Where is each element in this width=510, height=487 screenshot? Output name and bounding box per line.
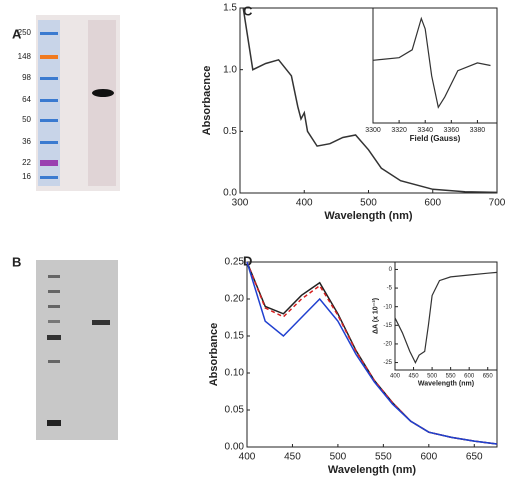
x-tick-label: 300 xyxy=(232,198,249,209)
y-tick-label: -20 xyxy=(383,342,392,348)
x-tick-label: 3380 xyxy=(470,127,486,134)
ladder-band xyxy=(40,99,58,102)
panel-label: C xyxy=(243,3,253,18)
x-axis-label: Wavelength (nm) xyxy=(328,464,417,476)
panel-label: D xyxy=(243,253,252,268)
x-axis-label: Wavelength (nm) xyxy=(324,210,413,222)
marker-label: 148 xyxy=(18,52,32,61)
x-tick-label: 3300 xyxy=(365,127,381,134)
x-tick-label: 650 xyxy=(483,374,494,380)
data-line xyxy=(246,261,498,445)
x-tick-label: 3340 xyxy=(417,127,433,134)
y-tick-label: -25 xyxy=(383,360,392,366)
ladder-band xyxy=(40,32,58,35)
y-axis-label: Absorbacnce xyxy=(201,66,213,136)
ladder-band xyxy=(40,176,58,179)
y-tick-label: 0.10 xyxy=(225,368,245,379)
x-tick-label: 500 xyxy=(330,452,347,463)
y-tick-label: -10 xyxy=(383,304,392,310)
x-tick-label: 650 xyxy=(466,452,483,463)
protein-band xyxy=(92,89,114,97)
ladder-band xyxy=(40,55,58,59)
gel-background xyxy=(36,260,118,440)
x-tick-label: 3320 xyxy=(391,127,407,134)
sample-lane xyxy=(88,20,116,186)
y-tick-label: 0.05 xyxy=(225,405,245,416)
x-tick-label: 700 xyxy=(489,198,506,209)
y-tick-label: 0.00 xyxy=(225,442,245,453)
data-line xyxy=(242,7,498,194)
x-axis-label: Wavelength (nm) xyxy=(418,381,474,388)
y-axis-label: ΔA (x 10⁻³) xyxy=(373,298,380,334)
y-tick-label: 0.5 xyxy=(223,126,237,137)
y-tick-label: 0.20 xyxy=(225,294,245,305)
y-axis-label: Absorbance xyxy=(208,323,220,387)
x-tick-label: 450 xyxy=(284,452,301,463)
ladder-band xyxy=(48,305,60,308)
x-axis-label: Field (Gauss) xyxy=(410,134,461,143)
y-tick-label: -5 xyxy=(387,286,393,292)
marker-label: 50 xyxy=(22,115,31,124)
y-tick-label: 0.15 xyxy=(225,331,245,342)
x-tick-label: 550 xyxy=(375,452,392,463)
x-tick-label: 600 xyxy=(464,374,475,380)
marker-label: 16 xyxy=(22,172,31,181)
plot-frame xyxy=(394,261,498,371)
gel-a xyxy=(36,15,120,191)
marker-label: 98 xyxy=(22,73,31,82)
ladder-band xyxy=(48,290,60,293)
gel-b xyxy=(36,260,118,440)
y-tick-label: -15 xyxy=(383,323,392,329)
panel-label: B xyxy=(12,254,21,269)
y-tick-label: 1.0 xyxy=(223,64,237,75)
ladder-band xyxy=(40,141,58,144)
x-tick-label: 3360 xyxy=(444,127,460,134)
ladder-band xyxy=(40,77,58,80)
x-tick-label: 450 xyxy=(409,374,420,380)
protein-band xyxy=(92,320,110,325)
ladder-lane xyxy=(38,20,60,186)
x-tick-label: 550 xyxy=(446,374,457,380)
x-tick-label: 400 xyxy=(296,198,313,209)
x-tick-label: 600 xyxy=(420,452,437,463)
ladder-band xyxy=(40,160,58,166)
ladder-band xyxy=(48,320,60,323)
x-tick-label: 500 xyxy=(360,198,377,209)
y-tick-label: 1.5 xyxy=(223,3,237,14)
x-tick-label: 600 xyxy=(424,198,441,209)
ladder-band xyxy=(47,335,61,340)
marker-label: 64 xyxy=(22,95,31,104)
x-tick-label: 400 xyxy=(239,452,256,463)
y-tick-label: 0.25 xyxy=(225,257,245,268)
ladder-band xyxy=(47,420,61,426)
marker-label: 250 xyxy=(18,28,32,37)
ladder-band xyxy=(48,275,60,278)
marker-label: 36 xyxy=(22,137,31,146)
y-tick-label: 0 xyxy=(389,267,393,273)
x-tick-label: 500 xyxy=(427,374,438,380)
data-line xyxy=(372,16,491,109)
panel-label: A xyxy=(12,26,22,41)
plot-frame xyxy=(372,7,498,124)
x-tick-label: 400 xyxy=(390,374,401,380)
y-tick-label: 0.0 xyxy=(223,188,237,199)
data-line xyxy=(394,271,498,364)
ladder-band xyxy=(40,119,58,122)
marker-label: 22 xyxy=(22,158,31,167)
ladder-band xyxy=(48,360,60,363)
